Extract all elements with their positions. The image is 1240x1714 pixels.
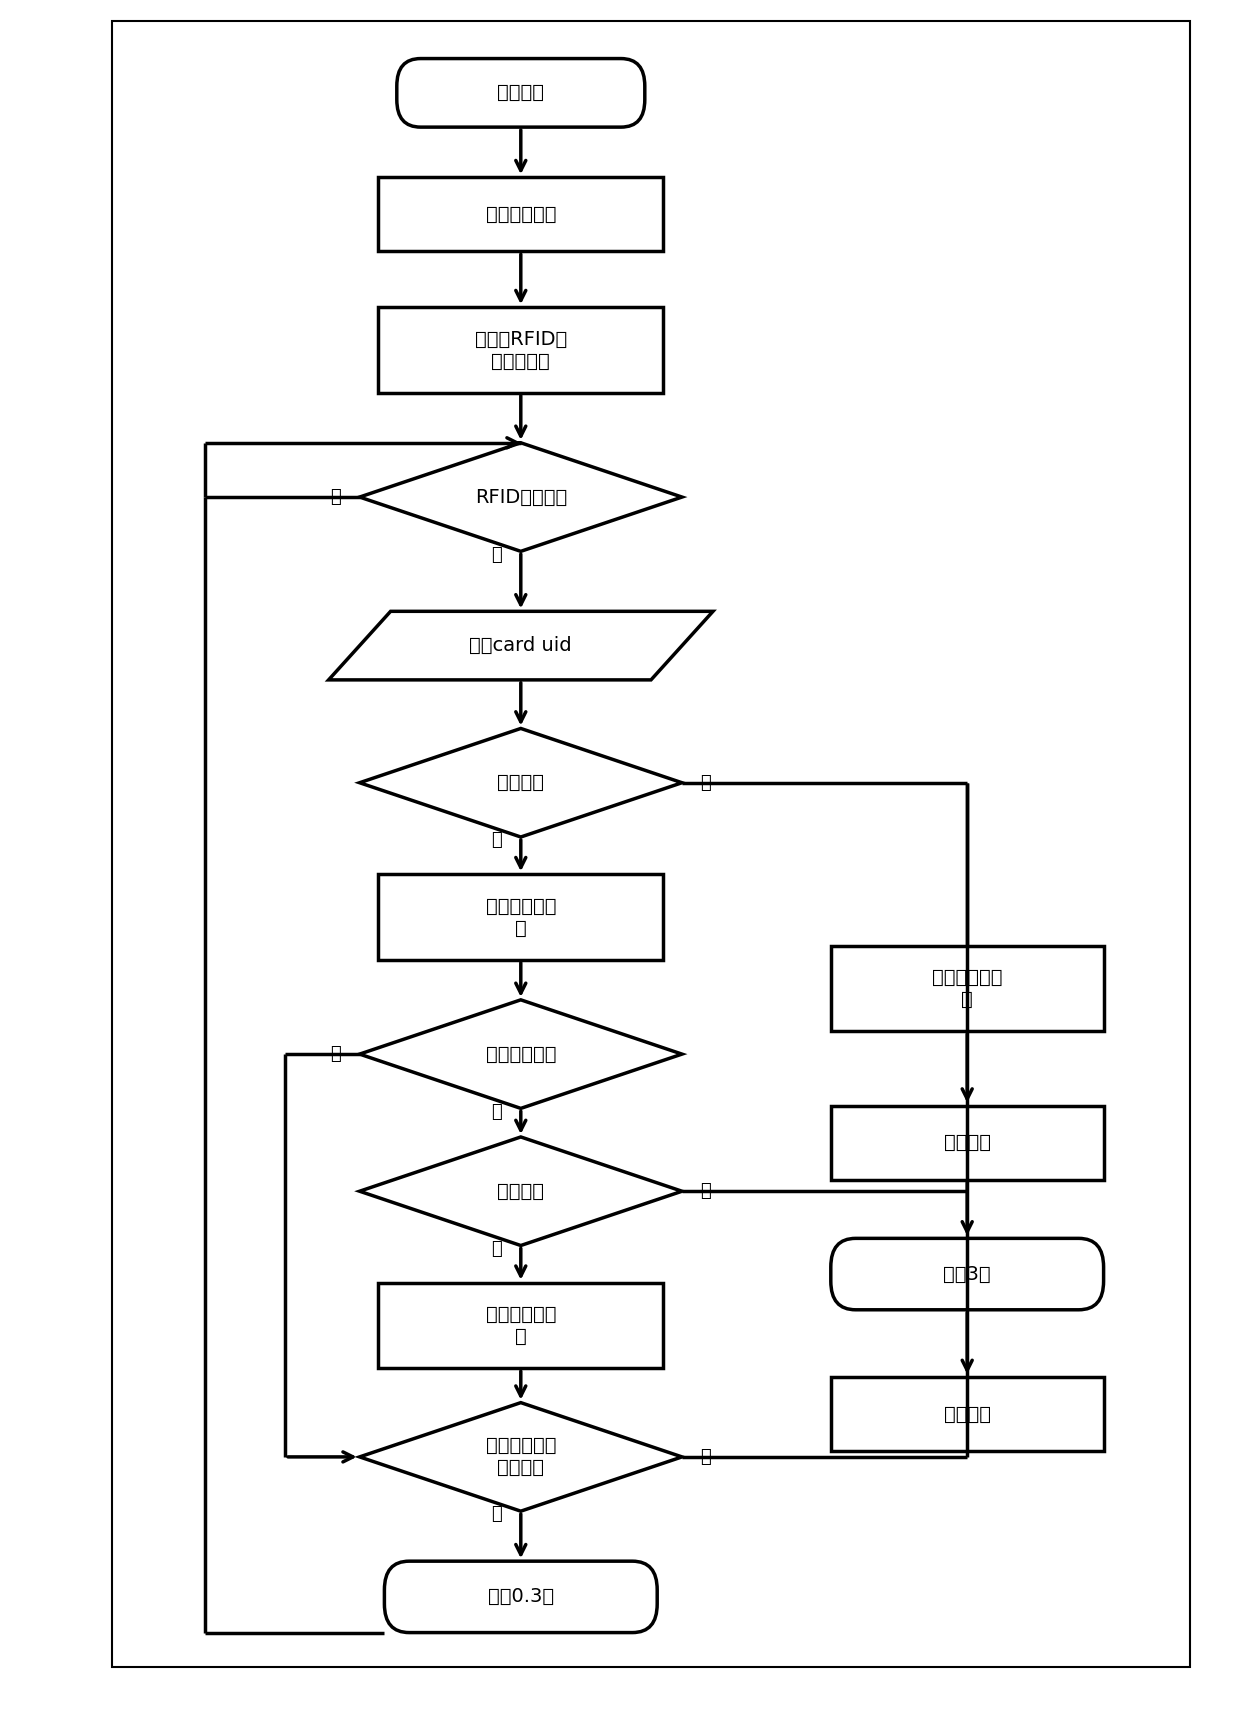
Polygon shape bbox=[360, 1136, 682, 1246]
FancyBboxPatch shape bbox=[384, 1561, 657, 1632]
Text: 否: 否 bbox=[491, 1239, 502, 1258]
Polygon shape bbox=[360, 442, 682, 552]
Bar bbox=[831, 1376, 1104, 1452]
Bar bbox=[112, 22, 1190, 1666]
Text: 舵机转动: 舵机转动 bbox=[944, 1133, 991, 1152]
Polygon shape bbox=[329, 612, 713, 680]
Text: 舵机、RFID读
卡器初始化: 舵机、RFID读 卡器初始化 bbox=[475, 329, 567, 370]
Polygon shape bbox=[360, 999, 682, 1109]
Text: 是: 是 bbox=[491, 1102, 502, 1121]
Bar bbox=[378, 1282, 663, 1368]
FancyBboxPatch shape bbox=[397, 58, 645, 127]
Bar bbox=[831, 946, 1104, 1032]
Text: 错误指示灯亮
起: 错误指示灯亮 起 bbox=[486, 896, 556, 938]
Text: 输出card uid: 输出card uid bbox=[470, 636, 572, 655]
Text: RFID有无感应: RFID有无感应 bbox=[475, 487, 567, 507]
Text: 是: 是 bbox=[491, 545, 502, 564]
Text: 单片机初始化: 单片机初始化 bbox=[486, 204, 556, 225]
Bar bbox=[378, 874, 663, 960]
Bar bbox=[378, 307, 663, 393]
Text: 舵机转回: 舵机转回 bbox=[944, 1404, 991, 1424]
Text: 开门指示灯亮
起: 开门指示灯亮 起 bbox=[932, 968, 1002, 1010]
Bar bbox=[831, 1106, 1104, 1179]
Text: 密码正确: 密码正确 bbox=[497, 1181, 544, 1202]
Text: 否: 否 bbox=[491, 831, 502, 850]
Text: 接收器和开关
有无感应: 接收器和开关 有无感应 bbox=[486, 1436, 556, 1477]
Text: 键盘有无感应: 键盘有无感应 bbox=[486, 1044, 556, 1064]
Text: 否: 否 bbox=[330, 1046, 341, 1063]
Text: 否: 否 bbox=[330, 488, 341, 506]
Text: 否: 否 bbox=[491, 1505, 502, 1524]
Text: 是: 是 bbox=[701, 1183, 712, 1200]
Text: 程序开始: 程序开始 bbox=[497, 84, 544, 103]
Polygon shape bbox=[360, 1402, 682, 1512]
Text: 延时0.3秒: 延时0.3秒 bbox=[487, 1587, 554, 1606]
Bar bbox=[378, 177, 663, 252]
Text: 延时3秒: 延时3秒 bbox=[944, 1265, 991, 1284]
Text: 是: 是 bbox=[701, 773, 712, 792]
FancyBboxPatch shape bbox=[831, 1238, 1104, 1309]
Polygon shape bbox=[360, 728, 682, 836]
Text: 错误指示灯亮
起: 错误指示灯亮 起 bbox=[486, 1304, 556, 1345]
Text: 是: 是 bbox=[701, 1448, 712, 1465]
Text: 卡片正确: 卡片正确 bbox=[497, 773, 544, 792]
